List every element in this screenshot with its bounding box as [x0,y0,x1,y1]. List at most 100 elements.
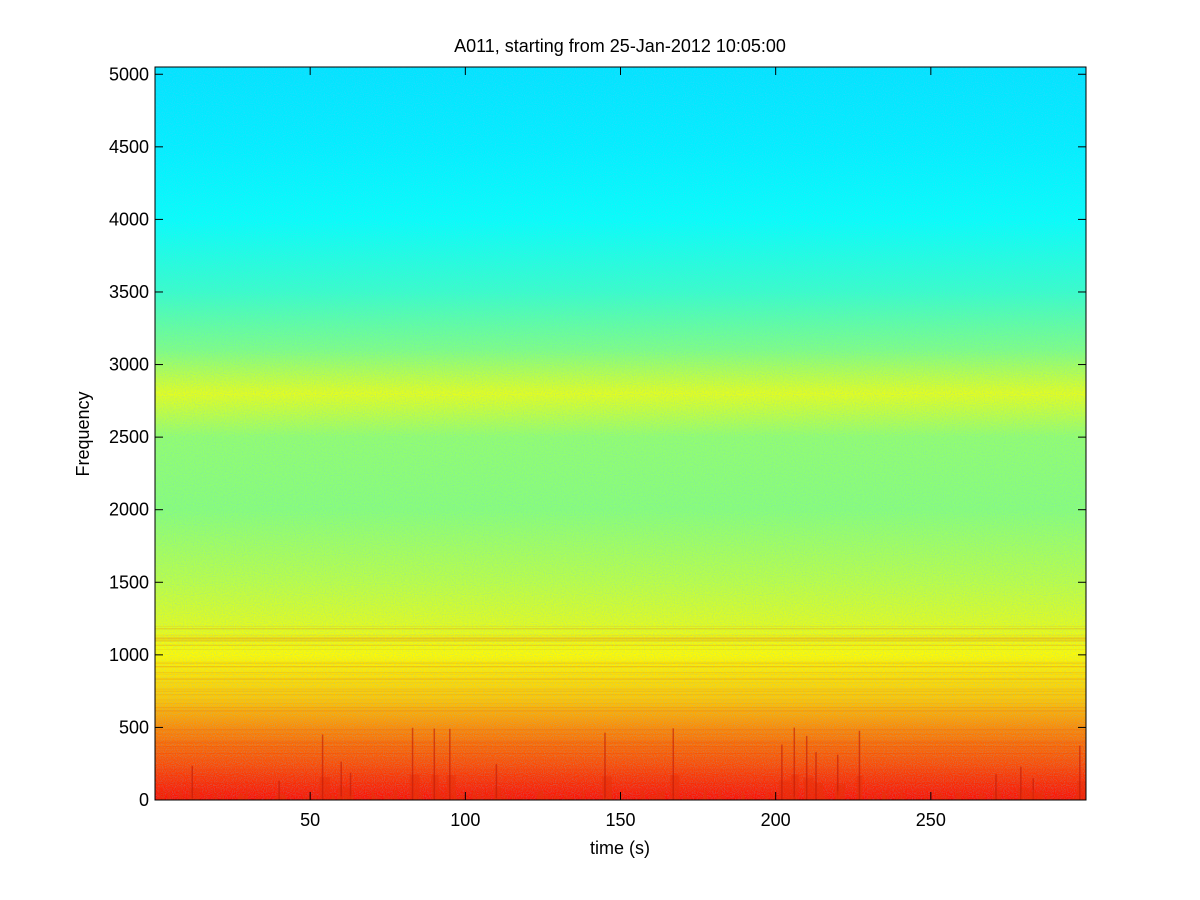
low-frequency-energy [835,792,838,800]
low-frequency-energy [511,793,514,800]
low-frequency-energy [684,796,688,800]
low-frequency-energy [572,796,575,800]
low-frequency-energy [964,792,968,800]
low-frequency-energy [239,793,244,800]
low-frequency-energy [245,790,248,800]
transient-event [319,777,330,800]
low-frequency-energy [511,790,514,800]
low-frequency-energy [385,795,389,800]
transient-event [276,793,285,800]
y-tick-label: 4000 [109,209,149,229]
low-frequency-energy [648,791,651,800]
low-frequency-energy [182,794,184,800]
low-frequency-energy [924,794,927,800]
low-frequency-energy [162,791,165,800]
low-frequency-energy [790,795,793,800]
low-frequency-energy [836,790,839,800]
low-frequency-energy [331,796,335,800]
transient-event [338,786,349,800]
x-axis: 50 100 150 200 250 [300,67,946,830]
low-frequency-energy [724,794,726,800]
low-frequency-energy [900,790,904,800]
low-frequency-energy [598,790,601,800]
low-frequency-energy [703,790,707,800]
low-frequency-energy [651,794,655,800]
low-frequency-energy [255,797,259,800]
low-frequency-energy [895,795,899,800]
low-frequency-energy [836,794,839,800]
low-frequency-energy [343,795,348,800]
low-frequency-energy [881,791,885,800]
low-frequency-energy [437,793,439,800]
chart-title: A011, starting from 25-Jan-2012 10:05:00 [454,36,786,56]
low-frequency-energy [494,797,497,800]
low-frequency-energy [581,791,586,800]
y-tick-label: 3000 [109,355,149,375]
low-frequency-energy [904,793,907,800]
transient-event [670,774,680,800]
low-frequency-energy [1031,789,1035,800]
low-frequency-energy [538,790,541,800]
low-frequency-energy [904,793,907,800]
low-frequency-energy [476,798,481,800]
low-frequency-energy [991,797,995,800]
low-frequency-energy [204,790,207,800]
low-frequency-energy [438,790,442,800]
low-frequency-energy [373,795,376,800]
low-frequency-energy [537,794,540,800]
spectrogram-grain [155,67,1086,800]
low-frequency-energy [703,792,707,800]
low-frequency-energy [792,796,796,800]
y-axis: 0 500 1000 1500 2000 2500 3000 3500 4000 4500 5000 [109,64,1086,810]
low-frequency-energy [455,798,458,800]
low-frequency-energy [390,795,393,800]
low-frequency-energy [413,793,417,800]
low-frequency-energy [700,797,704,800]
low-frequency-energy [826,790,828,800]
transient-event [446,775,456,800]
low-frequency-energy [604,798,608,800]
low-frequency-energy [499,796,502,800]
transient-event [1030,792,1042,800]
low-frequency-energy [351,796,355,800]
low-frequency-energy [444,790,447,800]
low-frequency-energy [563,790,566,800]
low-frequency-energy [522,796,526,800]
low-frequency-energy [1073,796,1077,800]
low-frequency-energy [1075,794,1079,800]
low-frequency-energy [221,792,224,800]
low-frequency-energy [659,792,663,800]
low-frequency-energy [721,795,725,800]
y-tick-label: 2000 [109,500,149,520]
low-frequency-energy [790,790,793,800]
low-frequency-energy [1052,797,1055,800]
low-frequency-energy [687,796,691,800]
low-frequency-energy [675,795,679,800]
low-frequency-energy [1021,793,1023,800]
low-frequency-energy [540,791,543,800]
low-frequency-energy [1005,792,1007,800]
low-frequency-energy [179,790,183,800]
low-frequency-energy [661,790,665,800]
low-frequency-energy [225,798,228,800]
low-frequency-energy [822,792,825,800]
y-tick-label: 0 [139,790,149,810]
low-frequency-energy [765,790,769,800]
low-frequency-energy [191,797,194,800]
low-frequency-energy [415,789,418,800]
low-frequency-energy [371,791,375,800]
low-frequency-energy [716,797,719,800]
low-frequency-energy [772,790,775,800]
low-frequency-energy [741,792,745,800]
low-frequency-energy [1041,790,1045,800]
low-frequency-energy [197,792,199,800]
y-tick-label: 5000 [109,64,149,84]
low-frequency-energy [557,792,560,800]
low-frequency-energy [502,792,506,800]
x-tick-label: 50 [300,810,320,830]
low-frequency-energy [1047,792,1051,800]
low-frequency-energy [787,790,790,800]
low-frequency-energy [215,791,218,800]
low-frequency-energy [519,797,523,800]
